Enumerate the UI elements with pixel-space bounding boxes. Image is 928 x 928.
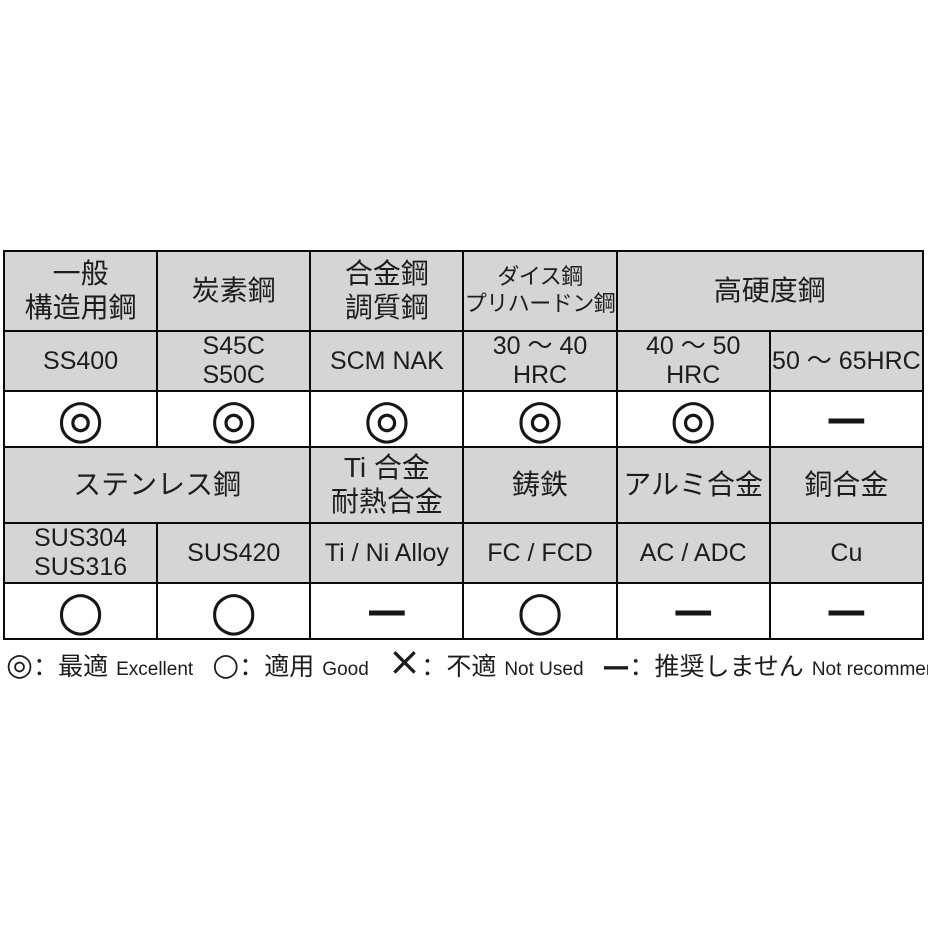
legend-label-en: Excellent (116, 659, 194, 680)
legend-item-excellent: ◎：最適 Excellent (6, 647, 193, 683)
material-grade-cell: Ti / Ni Alloy (309, 522, 465, 584)
legend-label-ja: 最適 (58, 653, 109, 681)
legend-item-not-recommended: —：推奨しません Not recommended (603, 647, 928, 683)
legend-label-ja: 適用 (264, 653, 315, 681)
rating-legend: ◎：最適 Excellent ○：適用 Good ×：不適 Not Used —：推奨… (6, 642, 928, 683)
material-grade-cell: SUS420 (156, 522, 312, 584)
material-grade-cell: AC / ADC (615, 522, 771, 584)
material-header-cell: Ti 合金 耐熱合金 (309, 446, 465, 524)
material-header-cell: ダイス鋼 プリハードン鋼 (462, 250, 618, 332)
legend-separator: ： (629, 653, 655, 681)
material-header-cell: 炭素鋼 (156, 250, 312, 332)
excellent-double-circle-icon: ◎ (6, 647, 34, 683)
legend-label-en: Not Used (504, 659, 584, 680)
material-compatibility-table: 一般 構造用鋼 炭素鋼 合金鋼 調質鋼 ダイス鋼 プリハードン鋼 高硬度鋼 SS… (2, 250, 925, 640)
material-grade-cell: Cu (768, 522, 925, 584)
legend-label-ja: 不適 (446, 653, 497, 681)
material-grade-cell: SCM NAK (309, 330, 465, 392)
rating-row-1: ◎ ◎ ◎ ◎ ◎ — (2, 390, 925, 448)
legend-label-en: Not recommended (811, 659, 928, 680)
header-row-1: 一般 構造用鋼 炭素鋼 合金鋼 調質鋼 ダイス鋼 プリハードン鋼 高硬度鋼 (2, 250, 925, 332)
spec-row-1: SS400 S45C S50C SCM NAK 30 〜 40 HRC 40 〜… (2, 330, 925, 392)
material-grade-cell: SS400 (2, 330, 159, 392)
rating-cell: — (768, 390, 925, 448)
legend-label-ja: 推奨しません (654, 653, 804, 681)
legend-item-good: ○：適用 Good (212, 647, 369, 683)
material-header-cell: 高硬度鋼 (615, 250, 925, 332)
material-header-cell: アルミ合金 (615, 446, 771, 524)
material-grade-cell: SUS304 SUS316 (2, 522, 159, 584)
rating-cell: ◎ (2, 390, 159, 448)
rating-cell: ○ (2, 582, 159, 640)
rating-cell: — (309, 582, 465, 640)
material-header-cell: 一般 構造用鋼 (2, 250, 159, 332)
material-header-cell: ステンレス鋼 (2, 446, 312, 524)
legend-separator: ： (33, 653, 59, 681)
good-circle-icon: ○ (212, 647, 240, 683)
rating-row-2: ○ ○ — ○ — — (2, 582, 925, 640)
not-used-cross-icon: × (387, 639, 422, 685)
rating-cell: — (768, 582, 925, 640)
material-grade-cell: FC / FCD (462, 522, 618, 584)
rating-cell: ○ (156, 582, 312, 640)
material-header-cell: 銅合金 (768, 446, 925, 524)
material-grade-cell: 40 〜 50 HRC (615, 330, 771, 392)
rating-cell: ◎ (462, 390, 618, 448)
spec-row-2: SUS304 SUS316 SUS420 Ti / Ni Alloy FC / … (2, 522, 925, 584)
material-grade-cell: 50 〜 65HRC (768, 330, 925, 392)
material-header-cell: 合金鋼 調質鋼 (309, 250, 465, 332)
not-recommended-dash-icon: — (602, 651, 630, 682)
rating-cell: ◎ (615, 390, 771, 448)
header-row-2: ステンレス鋼 Ti 合金 耐熱合金 鋳鉄 アルミ合金 銅合金 (2, 446, 925, 524)
material-header-cell: 鋳鉄 (462, 446, 618, 524)
rating-cell: — (615, 582, 771, 640)
rating-cell: ◎ (309, 390, 465, 448)
material-grade-cell: S45C S50C (156, 330, 312, 392)
legend-separator: ： (239, 653, 265, 681)
legend-item-not-used: ×：不適 Not Used (388, 642, 584, 683)
legend-label-en: Good (322, 659, 369, 680)
rating-cell: ◎ (156, 390, 312, 448)
rating-cell: ○ (462, 582, 618, 640)
legend-separator: ： (421, 653, 447, 681)
material-grade-cell: 30 〜 40 HRC (462, 330, 618, 392)
